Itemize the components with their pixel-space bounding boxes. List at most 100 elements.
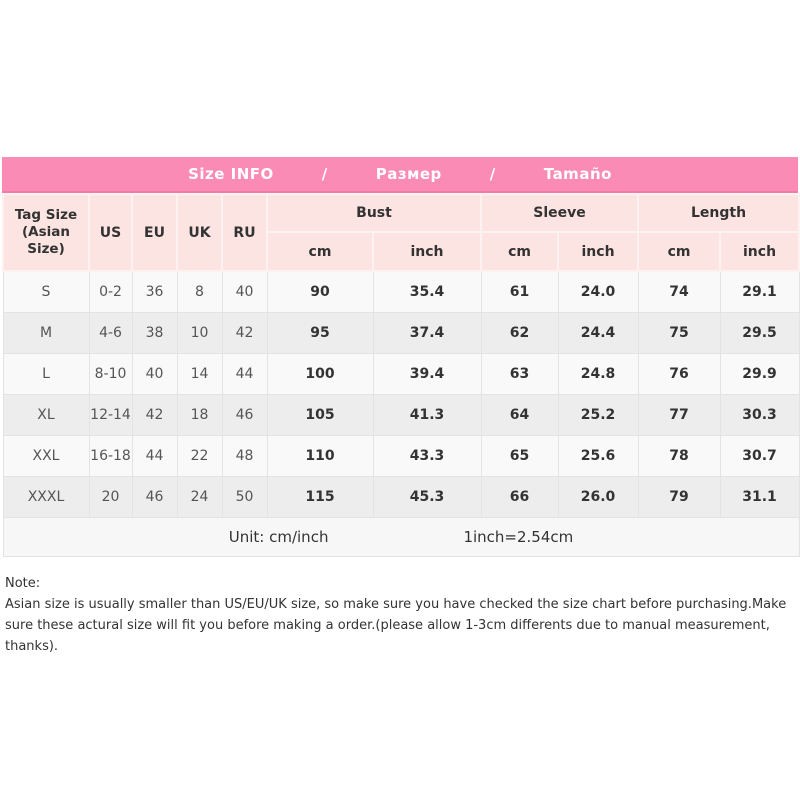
size-value-cell: 30.7 — [719, 434, 800, 477]
unit-row-cell: Unit: cm/inch 1inch=2.54cm — [2, 516, 800, 557]
header-bust: Bust — [265, 193, 483, 233]
size-value-cell: 29.9 — [719, 352, 800, 395]
table-row: L 8-10 40 14 44 100 39.4 63 24.8 76 29.9 — [2, 352, 800, 395]
size-value-cell: 90 — [266, 270, 374, 313]
note-section: Note: Asian size is usually smaller than… — [2, 573, 798, 657]
table-row: XXXL 20 46 24 50 115 45.3 66 26.0 79 31.1 — [2, 475, 800, 518]
size-table-footer: Unit: cm/inch 1inch=2.54cm — [2, 516, 800, 557]
size-tag-cell: M — [2, 311, 90, 354]
size-value-cell: 12-14 — [88, 393, 133, 436]
table-row: XL 12-14 42 18 46 105 41.3 64 25.2 77 30.3 — [2, 393, 800, 436]
table-row: M 4-6 38 10 42 95 37.4 62 24.4 75 29.5 — [2, 311, 800, 354]
header-us: US — [88, 193, 133, 272]
header-tag-size-line2: (Asian Size) — [21, 224, 70, 257]
size-value-cell: 37.4 — [372, 311, 482, 354]
size-value-cell: 29.5 — [719, 311, 800, 354]
size-chart-sheet: Size INFO / Размер / Tamaño Tag Size (As… — [2, 157, 800, 657]
size-value-cell: 45.3 — [372, 475, 482, 518]
size-value-cell: 75 — [637, 311, 721, 354]
size-value-cell: 105 — [266, 393, 374, 436]
size-value-cell: 36 — [131, 270, 178, 313]
note-body: Asian size is usually smaller than US/EU… — [5, 596, 787, 654]
size-value-cell: 26.0 — [557, 475, 639, 518]
conversion-label: 1inch=2.54cm — [463, 527, 574, 546]
size-value-cell: 100 — [266, 352, 374, 395]
size-value-cell: 8-10 — [88, 352, 133, 395]
title-bar: Size INFO / Размер / Tamaño — [2, 157, 798, 193]
size-value-cell: 25.2 — [557, 393, 639, 436]
size-table-body: S 0-2 36 8 40 90 35.4 61 24.0 74 29.1 M 4-6 38 10 42 95 3… — [2, 270, 800, 518]
size-value-cell: 110 — [266, 434, 374, 477]
header-tag-size-line1: Tag Size — [14, 207, 78, 223]
size-value-cell: 29.1 — [719, 270, 800, 313]
size-value-cell: 8 — [176, 270, 223, 313]
header-group-row: Tag Size (Asian Size) US EU UK RU Bust S… — [2, 193, 800, 272]
size-value-cell: 30.3 — [719, 393, 800, 436]
size-value-cell: 66 — [480, 475, 559, 518]
title-segment-tamano: Tamaño — [543, 165, 612, 183]
header-bust-cm: cm — [266, 231, 374, 272]
size-value-cell: 43.3 — [372, 434, 482, 477]
table-row: XXL 16-18 44 22 48 110 43.3 65 25.6 78 30.7 — [2, 434, 800, 477]
table-header: Tag Size (Asian Size) US EU UK RU Bust S… — [2, 193, 800, 272]
note-heading: Note: — [5, 575, 41, 591]
size-value-cell: 46 — [131, 475, 178, 518]
size-value-cell: 44 — [221, 352, 268, 395]
size-value-cell: 38 — [131, 311, 178, 354]
header-unit-row: cm inch cm inch cm inch — [3, 231, 800, 272]
size-tag-cell: L — [2, 352, 90, 395]
size-value-cell: 79 — [637, 475, 721, 518]
size-value-cell: 50 — [221, 475, 268, 518]
size-value-cell: 76 — [637, 352, 721, 395]
size-value-cell: 35.4 — [372, 270, 482, 313]
header-length-cm: cm — [637, 231, 722, 272]
header-length-inch: inch — [719, 231, 800, 272]
size-value-cell: 65 — [480, 434, 559, 477]
header-sleeve: Sleeve — [480, 193, 640, 233]
header-uk: UK — [176, 193, 223, 272]
title-separator-slash: / — [489, 165, 496, 183]
size-value-cell: 78 — [637, 434, 721, 477]
size-value-cell: 42 — [221, 311, 268, 354]
size-value-cell: 14 — [176, 352, 223, 395]
size-value-cell: 44 — [131, 434, 178, 477]
header-length: Length — [637, 193, 800, 233]
size-value-cell: 10 — [176, 311, 223, 354]
unit-label: Unit: cm/inch — [228, 527, 329, 546]
size-tag-cell: XL — [2, 393, 90, 436]
header-eu: EU — [131, 193, 178, 272]
size-value-cell: 62 — [480, 311, 559, 354]
header-bust-inch: inch — [371, 231, 483, 272]
size-value-cell: 64 — [480, 393, 559, 436]
unit-row: Unit: cm/inch 1inch=2.54cm — [2, 516, 800, 557]
size-value-cell: 0-2 — [88, 270, 133, 313]
title-segment-razmer: Размер — [375, 165, 442, 183]
title-segment-size-info: Size INFO — [188, 165, 274, 183]
size-value-cell: 16-18 — [88, 434, 133, 477]
size-value-cell: 48 — [221, 434, 268, 477]
size-value-cell: 42 — [131, 393, 178, 436]
size-tag-cell: XXXL — [2, 475, 90, 518]
size-value-cell: 22 — [176, 434, 223, 477]
table-row: S 0-2 36 8 40 90 35.4 61 24.0 74 29.1 — [2, 270, 800, 313]
header-sleeve-inch: inch — [557, 231, 640, 272]
size-table: Tag Size (Asian Size) US EU UK RU Bust S… — [2, 193, 800, 557]
size-value-cell: 95 — [266, 311, 374, 354]
size-value-cell: 40 — [221, 270, 268, 313]
header-tag-size: Tag Size (Asian Size) — [2, 193, 90, 272]
size-value-cell: 46 — [221, 393, 268, 436]
size-value-cell: 39.4 — [372, 352, 482, 395]
size-value-cell: 41.3 — [372, 393, 482, 436]
size-value-cell: 115 — [266, 475, 374, 518]
header-ru: RU — [221, 193, 268, 272]
size-value-cell: 20 — [88, 475, 133, 518]
size-value-cell: 25.6 — [557, 434, 639, 477]
size-value-cell: 24.0 — [557, 270, 639, 313]
size-value-cell: 4-6 — [88, 311, 133, 354]
size-value-cell: 24 — [176, 475, 223, 518]
size-value-cell: 63 — [480, 352, 559, 395]
size-value-cell: 18 — [176, 393, 223, 436]
header-sleeve-cm: cm — [480, 231, 560, 272]
size-value-cell: 40 — [131, 352, 178, 395]
size-tag-cell: S — [2, 270, 90, 313]
